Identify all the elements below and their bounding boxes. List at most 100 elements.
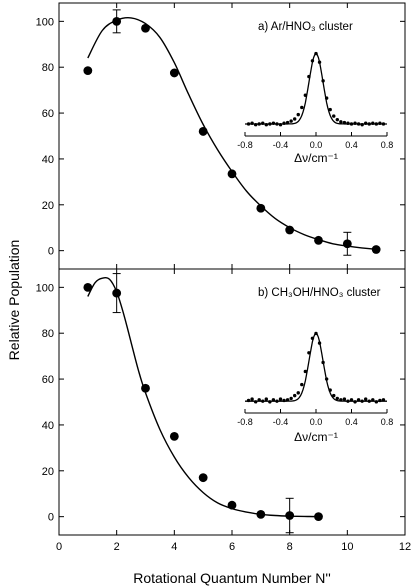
data-point [198, 473, 208, 483]
inset-data-point [282, 121, 286, 125]
data-point [227, 500, 237, 510]
x-axis-title: Rotational Quantum Number N'' [133, 570, 331, 586]
inset-data-point [275, 122, 279, 126]
inset-spectrum: -0.8 -0.4 0.0 0.4 0.8 Δν/cm⁻¹ [237, 331, 394, 444]
inset-data-point [364, 121, 368, 125]
inset-data-point [317, 341, 322, 345]
y-tick-label: 20 [42, 466, 54, 478]
inset-data-point [339, 120, 343, 124]
data-point [371, 245, 381, 254]
inset-data-point [353, 400, 357, 404]
x-tick-label: 4 [171, 541, 177, 553]
inset-data-point [339, 398, 343, 402]
y-tick-label: 60 [42, 108, 54, 120]
inset-data-point [250, 121, 254, 125]
inset-data-point [321, 79, 325, 83]
data-point [112, 288, 122, 298]
data-point [112, 16, 122, 26]
inset-data-point [268, 122, 272, 126]
x-tick-label: 0 [56, 541, 62, 553]
inset-x-tick-label: -0.8 [237, 140, 253, 150]
data-point [285, 511, 295, 520]
inset-data-point [381, 122, 386, 126]
inset-data-point [364, 397, 368, 401]
inset-data-point [342, 120, 347, 125]
inset-data-point [246, 398, 251, 403]
inset-data-point [371, 398, 375, 402]
inset-data-point [328, 388, 332, 392]
data-point [198, 127, 208, 136]
inset-data-point [264, 397, 268, 401]
inset-data-point [360, 122, 364, 127]
inset-data-point [300, 105, 304, 110]
x-tick-label: 8 [287, 541, 293, 553]
data-point [141, 383, 150, 393]
x-tick-label: 10 [341, 541, 353, 553]
data-point [285, 225, 295, 235]
inset-x-axis-title: Δν/cm⁻¹ [294, 151, 338, 165]
chart-panel-b: 0 20 40 60 80 100 0 2 4 6 8 10 12 b) CH₃OH/HNO₃ clust… [36, 268, 411, 553]
data-point [83, 282, 93, 292]
y-tick-label: 100 [36, 16, 54, 28]
inset-data-point [253, 122, 258, 127]
inset-x-tick-label: -0.8 [237, 417, 253, 427]
x-tick-label: 12 [399, 541, 411, 553]
inset-x-axis-title: Δν/cm⁻¹ [294, 430, 338, 444]
inset-data-point [360, 399, 364, 403]
inset-data-point [253, 400, 258, 404]
inset-data-point [349, 398, 354, 402]
fit-curve [87, 17, 377, 250]
data-point [83, 66, 93, 76]
inset-data-point [271, 121, 276, 125]
y-tick-label: 0 [48, 246, 54, 258]
inset-data-point [353, 121, 357, 125]
plot-frame [58, 268, 406, 536]
inset-data-point [328, 107, 332, 112]
inset-data-point [285, 120, 290, 125]
y-tick-label: 0 [48, 512, 54, 524]
inset-fit-line [245, 52, 387, 125]
inset-data-point [250, 397, 254, 401]
data-point [169, 431, 179, 441]
inset-data-point [293, 117, 297, 121]
data-point [256, 203, 266, 213]
inset-data-point [314, 331, 318, 336]
fit-curve [87, 276, 319, 518]
inset-data-point [264, 122, 268, 127]
inset-data-point [335, 396, 339, 401]
inset-data-point [285, 398, 290, 402]
inset-data-point [335, 117, 339, 122]
y-tick-label: 40 [42, 154, 54, 166]
y-axis-title: Relative Population [6, 240, 22, 361]
inset-data-point [307, 351, 311, 355]
inset-data-point [314, 51, 318, 56]
inset-data-point [324, 96, 329, 100]
y-tick-label: 80 [42, 328, 54, 340]
inset-data-point [275, 399, 279, 403]
data-point [227, 169, 237, 179]
data-point [342, 239, 352, 249]
inset-data-point [278, 397, 283, 401]
inset-data-point [381, 398, 386, 402]
y-tick-label: 100 [36, 282, 54, 294]
inset-x-tick-label: 0.8 [381, 417, 394, 427]
inset-x-tick-label: 0.0 [310, 417, 323, 427]
inset-x-tick-label: 0.8 [381, 140, 394, 150]
inset-data-point [332, 114, 336, 118]
inset-data-point [346, 121, 350, 125]
y-tick-label: 60 [42, 374, 54, 386]
inset-x-tick-label: -0.4 [273, 417, 289, 427]
inset-x-tick-label: 0.0 [310, 140, 323, 150]
inset-data-point [296, 112, 300, 117]
inset-data-point [303, 369, 308, 374]
inset-data-point [307, 74, 311, 79]
inset-data-point [356, 122, 361, 126]
inset-data-point [378, 121, 382, 125]
inset-data-point [317, 60, 322, 64]
inset-data-point [367, 122, 371, 126]
inset-data-point [332, 393, 336, 398]
inset-data-point [257, 398, 261, 402]
y-tick-label: 20 [42, 200, 54, 212]
inset-data-point [310, 59, 315, 63]
